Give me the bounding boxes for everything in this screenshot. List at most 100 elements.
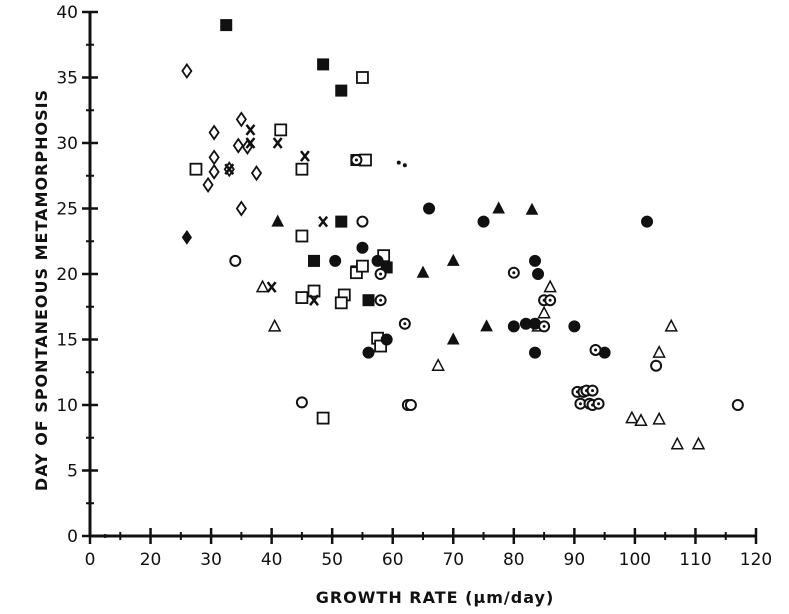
open-triangle-point: [537, 305, 551, 319]
x-tick-label: 80: [503, 550, 525, 570]
dotted-circle-point: [398, 317, 411, 330]
x-tick-label: 90: [564, 550, 586, 570]
open-triangle-point: [670, 436, 685, 450]
filled-triangle-point: [271, 214, 285, 227]
x-tick-label: 60: [382, 550, 404, 570]
open-diamond-point: [232, 137, 244, 154]
open-triangle-point: [634, 413, 648, 426]
y-tick-label: 20: [56, 265, 78, 285]
x-stroke: [318, 215, 329, 228]
dotted-circle-center: [597, 402, 601, 406]
filled-circle-point: [356, 241, 369, 254]
y-tick-label: 40: [56, 3, 78, 23]
dotted-circle-center: [354, 158, 358, 162]
x-axis-label: GROWTH RATE (μm/day): [316, 588, 555, 607]
open-circle-point: [229, 254, 242, 267]
filled-circle-point: [477, 215, 490, 228]
y-tick-label: 25: [56, 200, 78, 220]
y-tick-label: 35: [56, 69, 78, 89]
x-point: [272, 137, 283, 149]
filled-triangle-point: [480, 319, 493, 332]
filled-square-point: [220, 19, 233, 32]
filled-circle-point: [507, 320, 520, 333]
x-tick-label: 0: [85, 550, 96, 570]
open-square-point: [316, 411, 330, 425]
open-diamond-point: [202, 176, 214, 194]
x-tick-label: 30: [200, 550, 222, 570]
x-tick-label: 20: [140, 550, 162, 570]
open-circle-point: [356, 215, 369, 228]
open-triangle-point: [691, 436, 706, 450]
open-triangle-point: [652, 411, 666, 425]
open-diamond-point: [181, 62, 193, 80]
x-stroke: [299, 150, 310, 162]
filled-triangle-point: [446, 332, 460, 345]
x-stroke: [266, 281, 277, 293]
dotted-circle-center: [379, 298, 383, 302]
open-diamond-point: [235, 200, 247, 217]
open-diamond-point: [235, 111, 247, 128]
x-point: [299, 150, 310, 162]
dotted-circle-center: [591, 389, 595, 393]
open-triangle-point: [543, 279, 557, 293]
y-tick-label: 5: [67, 462, 78, 482]
open-triangle-point: [431, 358, 445, 371]
filled-circle-point: [371, 254, 384, 267]
x-tick-label: 40: [261, 550, 283, 570]
open-square-point: [307, 284, 321, 298]
x-tick-label: 110: [679, 550, 711, 570]
open-circle-point: [731, 399, 744, 411]
filled-circle-point: [532, 268, 545, 280]
open-diamond-point: [250, 165, 263, 182]
dotted-circle-center: [548, 298, 552, 302]
y-tick-label: 15: [56, 331, 78, 351]
filled-square-point: [335, 84, 348, 97]
filled-diamond-point: [181, 229, 192, 245]
filled-circle-point: [529, 346, 542, 359]
filled-triangle-point: [446, 253, 460, 266]
filled-circle-point: [329, 254, 342, 267]
filled-square-point: [335, 215, 348, 228]
y-tick-label: 0: [67, 527, 78, 547]
data-points: [103, 19, 744, 538]
open-triangle-point: [267, 318, 282, 332]
open-triangle-point: [625, 410, 639, 424]
dotted-circle-center: [542, 324, 546, 328]
x-point: [224, 163, 235, 175]
filled-circle-point: [568, 320, 581, 333]
open-triangle-point: [255, 279, 270, 293]
filled-triangle-point: [492, 201, 506, 214]
filled-triangle-point: [525, 202, 539, 215]
open-diamond-point: [208, 149, 220, 166]
filled-circle-point: [362, 346, 375, 359]
filled-circle-point: [529, 254, 542, 267]
x-stroke: [309, 294, 319, 306]
x-point: [266, 281, 277, 293]
open-square-point: [356, 259, 369, 273]
dotted-circle-point: [350, 154, 363, 167]
dotted-circle-point: [586, 384, 599, 397]
y-tick-label: 10: [56, 396, 78, 416]
open-triangle-point: [652, 344, 666, 358]
dotted-circle-center: [403, 322, 407, 326]
filled-circle-point: [423, 202, 436, 215]
open-circle-point: [650, 359, 663, 372]
open-circle-point: [295, 396, 308, 409]
x-tick-label: 120: [740, 550, 772, 570]
x-stroke: [245, 124, 256, 136]
dotted-circle-point: [574, 397, 587, 410]
dotted-circle-point: [507, 266, 520, 279]
dotted-circle-point: [374, 294, 387, 307]
dot-point: [402, 163, 407, 168]
filled-square-point: [317, 58, 330, 71]
dot-point: [396, 160, 401, 165]
dotted-circle-center: [578, 402, 582, 406]
filled-circle-point: [380, 333, 393, 346]
filled-triangle-point: [416, 265, 430, 278]
open-diamond-point: [208, 163, 220, 180]
open-square-point: [295, 291, 309, 304]
dotted-circle-center: [379, 272, 383, 276]
x-tick-label: 100: [619, 550, 651, 570]
dotted-circle-point: [544, 294, 557, 307]
y-axis-label: DAY OF SPONTANEOUS METAMORPHOSIS: [32, 89, 51, 491]
